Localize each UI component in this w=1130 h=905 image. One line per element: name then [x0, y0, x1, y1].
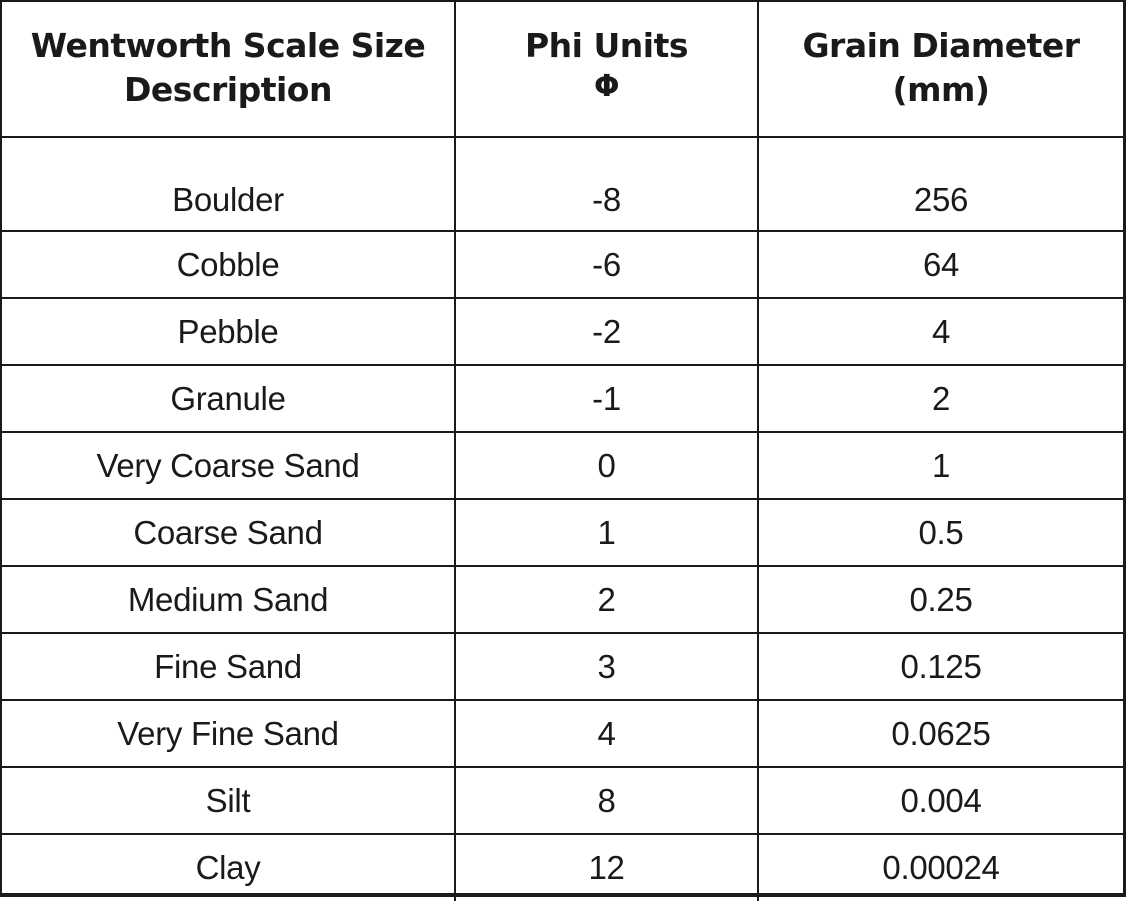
diameter-cell: 0.125 — [757, 632, 1123, 701]
size-description-cell: Coarse Sand — [2, 498, 456, 567]
diameter-cell: 2 — [757, 364, 1123, 433]
phi-cell: 12 — [454, 833, 759, 901]
phi-cell: -2 — [454, 297, 759, 366]
header-grain-diameter-line1: Grain Diameter — [802, 26, 1080, 65]
table-row: Silt 8 0.004 — [2, 766, 1123, 835]
table-row: Very Fine Sand 4 0.0625 — [2, 699, 1123, 768]
diameter-cell: 0.0625 — [757, 699, 1123, 768]
header-grain-diameter-line2: (mm) — [892, 70, 990, 109]
header-grain-diameter: Grain Diameter (mm) — [757, 2, 1123, 138]
phi-cell: 3 — [454, 632, 759, 701]
diameter-cell: 256 — [757, 136, 1123, 232]
diameter-cell: 0.00024 — [757, 833, 1123, 901]
size-description-cell: Fine Sand — [2, 632, 456, 701]
header-size-description-line1: Wentworth Scale Size — [30, 26, 426, 65]
header-size-description-line2: Description — [124, 70, 332, 109]
phi-cell: 4 — [454, 699, 759, 768]
header-row: Wentworth Scale Size Description Phi Uni… — [2, 2, 1123, 138]
table-body: Boulder -8 256 Cobble -6 64 Pebble -2 4 … — [2, 136, 1123, 901]
diameter-cell: 1 — [757, 431, 1123, 500]
phi-cell: -8 — [454, 136, 759, 232]
header-phi-units: Phi Units Φ — [454, 2, 759, 138]
table-row: Very Coarse Sand 0 1 — [2, 431, 1123, 500]
size-description-cell: Very Fine Sand — [2, 699, 456, 768]
size-description-cell: Granule — [2, 364, 456, 433]
size-description-cell: Silt — [2, 766, 456, 835]
size-description-cell: Pebble — [2, 297, 456, 366]
table-row: Clay 12 0.00024 — [2, 833, 1123, 901]
phi-cell: 8 — [454, 766, 759, 835]
size-description-cell: Boulder — [2, 136, 456, 232]
table-row: Pebble -2 4 — [2, 297, 1123, 366]
diameter-cell: 0.004 — [757, 766, 1123, 835]
table-row: Boulder -8 256 — [2, 136, 1123, 232]
diameter-cell: 4 — [757, 297, 1123, 366]
size-description-cell: Medium Sand — [2, 565, 456, 634]
size-description-cell: Very Coarse Sand — [2, 431, 456, 500]
phi-cell: -1 — [454, 364, 759, 433]
phi-cell: 1 — [454, 498, 759, 567]
header-size-description: Wentworth Scale Size Description — [2, 2, 456, 138]
phi-cell: 2 — [454, 565, 759, 634]
diameter-cell: 64 — [757, 230, 1123, 299]
diameter-cell: 0.5 — [757, 498, 1123, 567]
table-row: Cobble -6 64 — [2, 230, 1123, 299]
table-row: Coarse Sand 1 0.5 — [2, 498, 1123, 567]
diameter-cell: 0.25 — [757, 565, 1123, 634]
size-description-cell: Cobble — [2, 230, 456, 299]
phi-cell: -6 — [454, 230, 759, 299]
size-description-cell: Clay — [2, 833, 456, 901]
table-row: Granule -1 2 — [2, 364, 1123, 433]
phi-symbol: Φ — [593, 69, 620, 104]
table-row: Medium Sand 2 0.25 — [2, 565, 1123, 634]
header-phi-units-line1: Phi Units — [525, 26, 689, 65]
table-header: Wentworth Scale Size Description Phi Uni… — [2, 2, 1123, 138]
table-row: Fine Sand 3 0.125 — [2, 632, 1123, 701]
phi-cell: 0 — [454, 431, 759, 500]
